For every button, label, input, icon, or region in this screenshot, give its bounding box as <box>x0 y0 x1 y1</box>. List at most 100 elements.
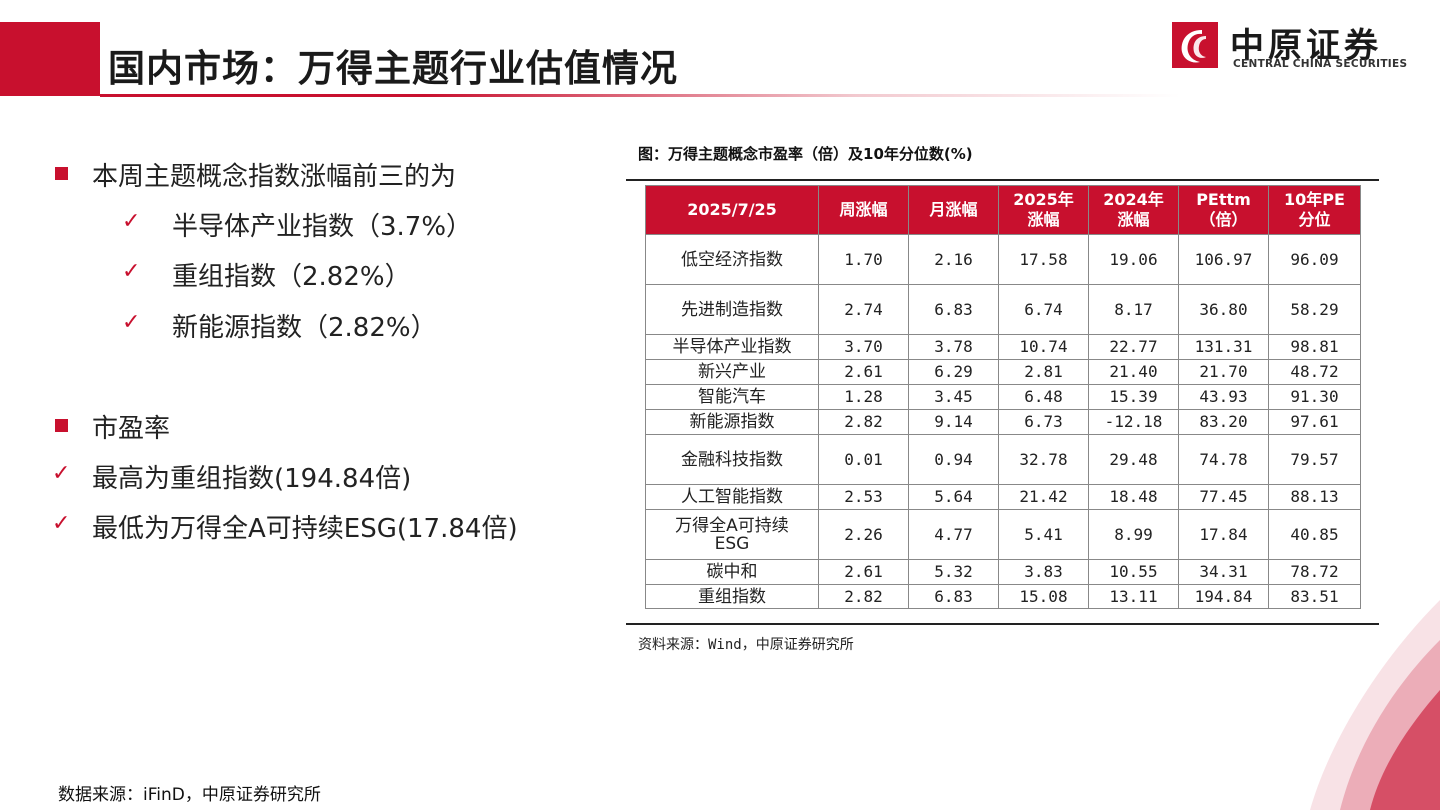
table-cell-value: 2.61 <box>818 559 909 585</box>
bullet-pe-ratio: 市盈率 <box>92 414 171 444</box>
table-cell-value: 22.77 <box>1088 334 1179 360</box>
table-cell-value: 2.82 <box>818 584 909 609</box>
table-cell-index-name: 智能汽车 <box>645 384 819 410</box>
sub-bullet-new-energy: 新能源指数（2.82%） <box>172 313 437 343</box>
table-cell-value: 19.06 <box>1088 234 1179 285</box>
table-cell-value: 8.17 <box>1088 284 1179 335</box>
table-cell-value: 98.81 <box>1268 334 1361 360</box>
table-cell-value: 96.09 <box>1268 234 1361 285</box>
table-cell-value: 3.70 <box>818 334 909 360</box>
check-icon: ✓ <box>52 511 71 536</box>
table-cell-value: 15.08 <box>998 584 1089 609</box>
table-row: 低空经济指数 1.70 2.16 17.58 19.06 106.97 96.09 <box>645 234 1361 285</box>
table-cell-index-name: 金融科技指数 <box>645 434 819 485</box>
check-icon: ✓ <box>122 259 141 284</box>
sub-bullet-semiconductor: 半导体产业指数（3.7%） <box>172 212 473 242</box>
table-cell-value: 2.53 <box>818 484 909 510</box>
table-cell-value: 21.70 <box>1178 359 1269 385</box>
table-cell-value: 3.78 <box>908 334 999 360</box>
table-cell-value: 194.84 <box>1178 584 1269 609</box>
table-cell-value: 6.83 <box>908 284 999 335</box>
table-cell-index-name: 碳中和 <box>645 559 819 585</box>
table-cell-value: 77.45 <box>1178 484 1269 510</box>
table-cell-value: 1.70 <box>818 234 909 285</box>
table-cell-value: 32.78 <box>998 434 1089 485</box>
table-cell-value: 6.74 <box>998 284 1089 335</box>
bullet-top-gainers: 本周主题概念指数涨幅前三的为 <box>92 162 457 192</box>
table-cell-value: 106.97 <box>1178 234 1269 285</box>
table-cell-value: 13.11 <box>1088 584 1179 609</box>
figure-title: 图：万得主题概念市盈率（倍）及10年分位数(%) <box>638 145 973 163</box>
table-cell-index-name: 人工智能指数 <box>645 484 819 510</box>
table-cell-value: 1.28 <box>818 384 909 410</box>
table-cell-value: 43.93 <box>1178 384 1269 410</box>
table-cell-value: 83.20 <box>1178 409 1269 435</box>
table-cell-index-name: 半导体产业指数 <box>645 334 819 360</box>
figure-source: 资料来源：Wind，中原证券研究所 <box>638 637 854 653</box>
square-bullet-icon <box>55 419 68 432</box>
check-icon: ✓ <box>122 209 141 234</box>
table-row: 新能源指数 2.82 9.14 6.73 -12.18 83.20 97.61 <box>645 409 1361 435</box>
table-cell-value: 78.72 <box>1268 559 1361 585</box>
table-cell-value: -12.18 <box>1088 409 1179 435</box>
table-cell-value: 2.81 <box>998 359 1089 385</box>
logo-chinese-name: 中原证券 <box>1230 26 1382 66</box>
company-logo-icon <box>1172 22 1218 68</box>
bullet-pe-highest: 最高为重组指数(194.84倍) <box>92 464 412 494</box>
page-title: 国内市场：万得主题行业估值情况 <box>108 47 678 90</box>
table-cell-value: 17.84 <box>1178 509 1269 560</box>
table-row: 半导体产业指数 3.70 3.78 10.74 22.77 131.31 98.81 <box>645 334 1361 360</box>
table-cell-value: 5.41 <box>998 509 1089 560</box>
sub-bullet-restructuring: 重组指数（2.82%） <box>172 262 411 292</box>
table-cell-value: 21.40 <box>1088 359 1179 385</box>
table-cell-value: 18.48 <box>1088 484 1179 510</box>
header-weekly-change: 周涨幅 <box>818 185 909 235</box>
header-2025-change: 2025年 涨幅 <box>998 185 1089 235</box>
bullet-pe-lowest: 最低为万得全A可持续ESG(17.84倍) <box>92 514 518 544</box>
table-cell-index-name: 新能源指数 <box>645 409 819 435</box>
table-cell-value: 2.74 <box>818 284 909 335</box>
table-cell-value: 3.83 <box>998 559 1089 585</box>
table-cell-value: 6.29 <box>908 359 999 385</box>
table-cell-value: 131.31 <box>1178 334 1269 360</box>
table-cell-value: 36.80 <box>1178 284 1269 335</box>
table-row: 新兴产业 2.61 6.29 2.81 21.40 21.70 48.72 <box>645 359 1361 385</box>
table-row: 金融科技指数 0.01 0.94 32.78 29.48 74.78 79.57 <box>645 434 1361 485</box>
table-cell-value: 74.78 <box>1178 434 1269 485</box>
table-cell-value: 15.39 <box>1088 384 1179 410</box>
table-cell-value: 2.82 <box>818 409 909 435</box>
table-cell-value: 6.48 <box>998 384 1089 410</box>
table-row: 人工智能指数 2.53 5.64 21.42 18.48 77.45 88.13 <box>645 484 1361 510</box>
table-row: 智能汽车 1.28 3.45 6.48 15.39 43.93 91.30 <box>645 384 1361 410</box>
table-cell-index-name: 重组指数 <box>645 584 819 609</box>
table-cell-value: 88.13 <box>1268 484 1361 510</box>
table-cell-value: 2.61 <box>818 359 909 385</box>
table-cell-index-name: 先进制造指数 <box>645 284 819 335</box>
table-cell-value: 29.48 <box>1088 434 1179 485</box>
header-pe-percentile: 10年PE 分位 <box>1268 185 1361 235</box>
table-cell-value: 0.94 <box>908 434 999 485</box>
table-cell-value: 97.61 <box>1268 409 1361 435</box>
table-cell-value: 58.29 <box>1268 284 1361 335</box>
check-icon: ✓ <box>52 461 71 486</box>
table-cell-value: 10.74 <box>998 334 1089 360</box>
footer-data-source: 数据来源：iFinD，中原证券研究所 <box>58 785 321 805</box>
table-cell-value: 9.14 <box>908 409 999 435</box>
table-cell-value: 3.45 <box>908 384 999 410</box>
table-cell-value: 5.64 <box>908 484 999 510</box>
table-cell-value: 34.31 <box>1178 559 1269 585</box>
table-cell-index-name: 低空经济指数 <box>645 234 819 285</box>
table-cell-index-name: 新兴产业 <box>645 359 819 385</box>
table-row: 万得全A可持续 ESG 2.26 4.77 5.41 8.99 17.84 40.85 <box>645 509 1361 560</box>
table-cell-index-name: 万得全A可持续 ESG <box>645 509 819 560</box>
table-row: 重组指数 2.82 6.83 15.08 13.11 194.84 83.51 <box>645 584 1361 609</box>
valuation-table: 2025/7/25 周涨幅 月涨幅 2025年 涨幅 2024年 涨幅 PEtt… <box>645 185 1361 609</box>
table-header-row: 2025/7/25 周涨幅 月涨幅 2025年 涨幅 2024年 涨幅 PEtt… <box>645 185 1361 235</box>
table-cell-value: 83.51 <box>1268 584 1361 609</box>
title-underline <box>100 94 1180 97</box>
table-row: 先进制造指数 2.74 6.83 6.74 8.17 36.80 58.29 <box>645 284 1361 335</box>
table-cell-value: 91.30 <box>1268 384 1361 410</box>
square-bullet-icon <box>55 167 68 180</box>
figure-bottom-rule <box>626 623 1379 625</box>
figure-top-rule <box>626 179 1379 181</box>
